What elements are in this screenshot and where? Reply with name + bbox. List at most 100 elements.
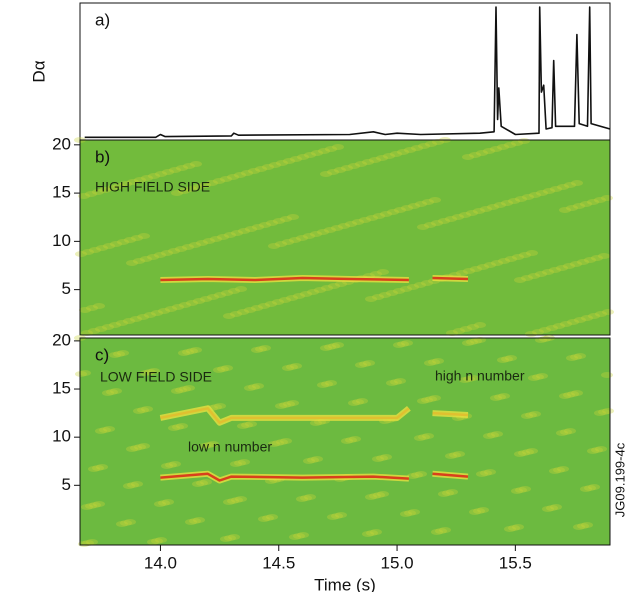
noise: [577, 259, 589, 265]
noise: [124, 519, 136, 525]
noise: [183, 385, 195, 391]
noise: [362, 159, 374, 165]
noise: [244, 307, 256, 313]
noise: [414, 435, 426, 441]
noise: [124, 237, 136, 243]
noise: [190, 347, 202, 353]
noise: [466, 210, 478, 216]
noise: [498, 393, 510, 399]
noise: [190, 161, 202, 167]
noise: [79, 307, 91, 313]
panel-frame: [79, 337, 611, 546]
noise: [320, 171, 332, 177]
noise: [311, 150, 323, 156]
noise: [352, 219, 364, 225]
noise: [567, 391, 579, 397]
x-tick-label: 15.0: [381, 553, 414, 572]
noise: [228, 288, 240, 294]
noise: [459, 377, 471, 383]
noise: [196, 480, 208, 486]
noise: [304, 152, 316, 158]
noise: [103, 243, 115, 249]
noise: [453, 451, 465, 457]
noise: [373, 492, 385, 498]
noise: [130, 445, 142, 451]
noise: [581, 315, 593, 321]
y-tick-label: 10: [52, 427, 71, 446]
noise: [186, 348, 198, 354]
noise: [85, 191, 97, 197]
noise: [185, 519, 197, 525]
noise: [543, 188, 555, 194]
panel-label: c): [95, 345, 109, 364]
noise: [594, 197, 606, 203]
noise: [532, 374, 544, 380]
noise: [411, 472, 423, 478]
noise: [321, 381, 333, 387]
noise: [584, 485, 596, 491]
noise: [469, 509, 481, 515]
noise: [418, 143, 430, 149]
y-axis-label: Dα: [29, 60, 48, 82]
noise: [231, 497, 243, 503]
noise: [421, 397, 433, 403]
noise: [515, 487, 527, 493]
noise: [89, 502, 101, 508]
noise: [203, 442, 215, 448]
noise: [377, 269, 389, 275]
noise: [424, 360, 436, 366]
noise: [134, 177, 146, 183]
noise: [483, 433, 495, 439]
noise: [526, 250, 538, 256]
annotation: HIGH FIELD SIDE: [95, 179, 210, 195]
noise: [148, 368, 160, 374]
noise: [303, 233, 315, 239]
x-axis-label: Time (s): [314, 575, 376, 592]
noise: [193, 517, 205, 523]
noise: [182, 244, 194, 250]
noise: [469, 152, 481, 158]
noise: [591, 447, 603, 453]
noise: [227, 174, 239, 180]
noise: [345, 437, 357, 443]
noise: [258, 516, 270, 522]
noise: [539, 327, 551, 333]
noise: [587, 199, 599, 205]
noise: [179, 386, 191, 392]
noise: [275, 241, 287, 247]
noise: [289, 237, 301, 243]
noise: [348, 400, 360, 406]
noise: [390, 379, 402, 385]
noise: [151, 310, 163, 316]
noise: [376, 455, 388, 461]
noise: [490, 395, 502, 401]
noise: [126, 446, 138, 452]
noise: [213, 367, 225, 373]
noise: [556, 430, 568, 436]
noise: [120, 520, 132, 526]
noise: [372, 294, 384, 300]
noise: [563, 263, 575, 269]
noise: [162, 499, 174, 505]
noise: [307, 457, 319, 463]
noise: [88, 466, 100, 472]
noise: [307, 289, 319, 295]
panel-frame: [79, 139, 611, 336]
noise: [286, 364, 298, 370]
noise: [117, 239, 129, 245]
noise: [404, 147, 416, 153]
noise: [363, 360, 375, 366]
noise: [297, 532, 309, 538]
noise: [168, 425, 180, 431]
noise: [290, 363, 302, 369]
noise: [282, 239, 294, 245]
noise: [235, 286, 247, 292]
noise: [429, 395, 441, 401]
noise: [320, 345, 332, 351]
noise: [220, 176, 232, 182]
noise: [421, 280, 433, 286]
noise: [96, 464, 108, 470]
noise: [439, 527, 451, 533]
noise: [327, 169, 339, 175]
noise: [477, 264, 489, 270]
